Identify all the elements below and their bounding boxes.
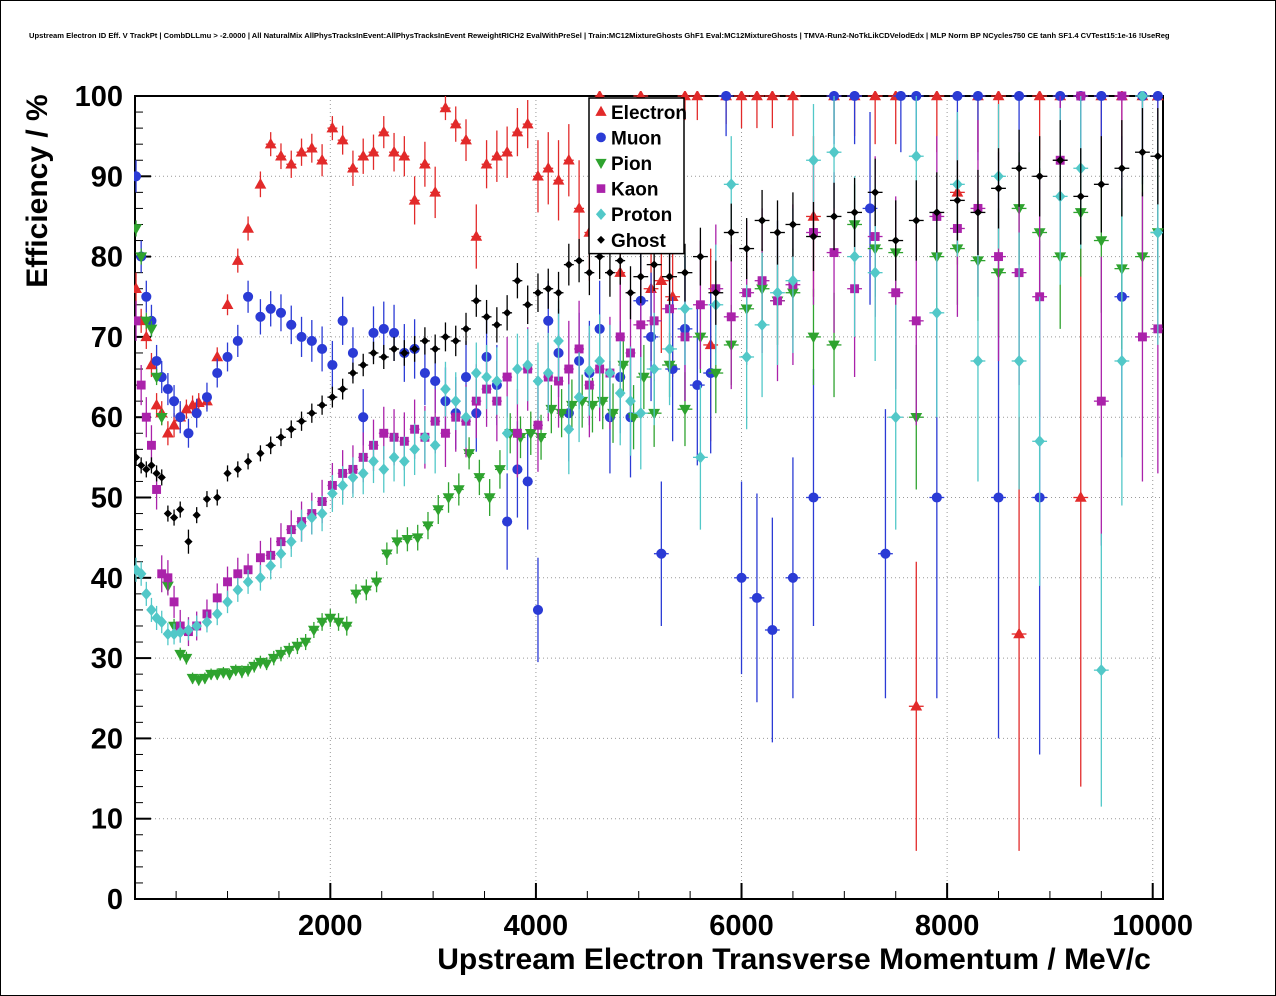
svg-text:4000: 4000 — [504, 910, 569, 942]
legend-item-ghost: Ghost — [597, 231, 667, 252]
muon-marker-icon — [596, 132, 606, 143]
legend-label: Muon — [611, 128, 662, 149]
proton-marker-icon — [595, 208, 607, 220]
legend-box — [588, 97, 685, 255]
legend-item-proton: Proton — [595, 205, 672, 226]
series-proton — [134, 91, 1164, 807]
svg-text:30: 30 — [91, 643, 123, 675]
legend-label: Proton — [611, 205, 672, 226]
svg-text:50: 50 — [91, 483, 123, 515]
svg-text:8000: 8000 — [915, 910, 980, 942]
ghost-marker-icon — [597, 235, 605, 244]
legend: Electron Muon Pion Kaon Proton Ghost — [588, 97, 687, 255]
legend-item-electron: Electron — [595, 103, 687, 124]
legend-label: Electron — [611, 103, 687, 124]
svg-text:20: 20 — [91, 723, 123, 755]
svg-text:2000: 2000 — [298, 910, 363, 942]
plot-header-title: Upstream Electron ID Eff. V TrackPt | Co… — [29, 31, 1170, 40]
pion-marker-icon — [595, 158, 607, 170]
svg-text:60: 60 — [91, 402, 123, 434]
kaon-marker-icon — [596, 184, 606, 193]
legend-label: Ghost — [611, 231, 667, 252]
legend-item-kaon: Kaon — [596, 180, 659, 201]
legend-item-muon: Muon — [596, 128, 662, 149]
svg-text:40: 40 — [91, 563, 123, 595]
svg-text:0: 0 — [107, 884, 123, 916]
series-ghost — [134, 108, 1163, 554]
x-tick-labels: 2000 4000 6000 8000 10000 — [298, 910, 1193, 942]
x-axis-title: Upstream Electron Transverse Momentum / … — [437, 943, 1151, 976]
data-layer — [134, 91, 1164, 851]
svg-text:10: 10 — [91, 804, 123, 836]
y-axis-title: Efficiency / % — [21, 94, 54, 287]
svg-text:10000: 10000 — [1112, 910, 1193, 942]
svg-text:80: 80 — [91, 242, 123, 274]
y-tick-labels: 0 10 20 30 40 50 60 70 80 90 100 — [75, 81, 123, 916]
legend-label: Kaon — [611, 180, 659, 201]
svg-text:90: 90 — [91, 161, 123, 193]
svg-text:100: 100 — [75, 81, 123, 113]
svg-text:6000: 6000 — [709, 910, 774, 942]
legend-item-pion: Pion — [595, 154, 652, 175]
svg-text:70: 70 — [91, 322, 123, 354]
electron-marker-icon — [595, 105, 607, 116]
legend-label: Pion — [611, 154, 652, 175]
